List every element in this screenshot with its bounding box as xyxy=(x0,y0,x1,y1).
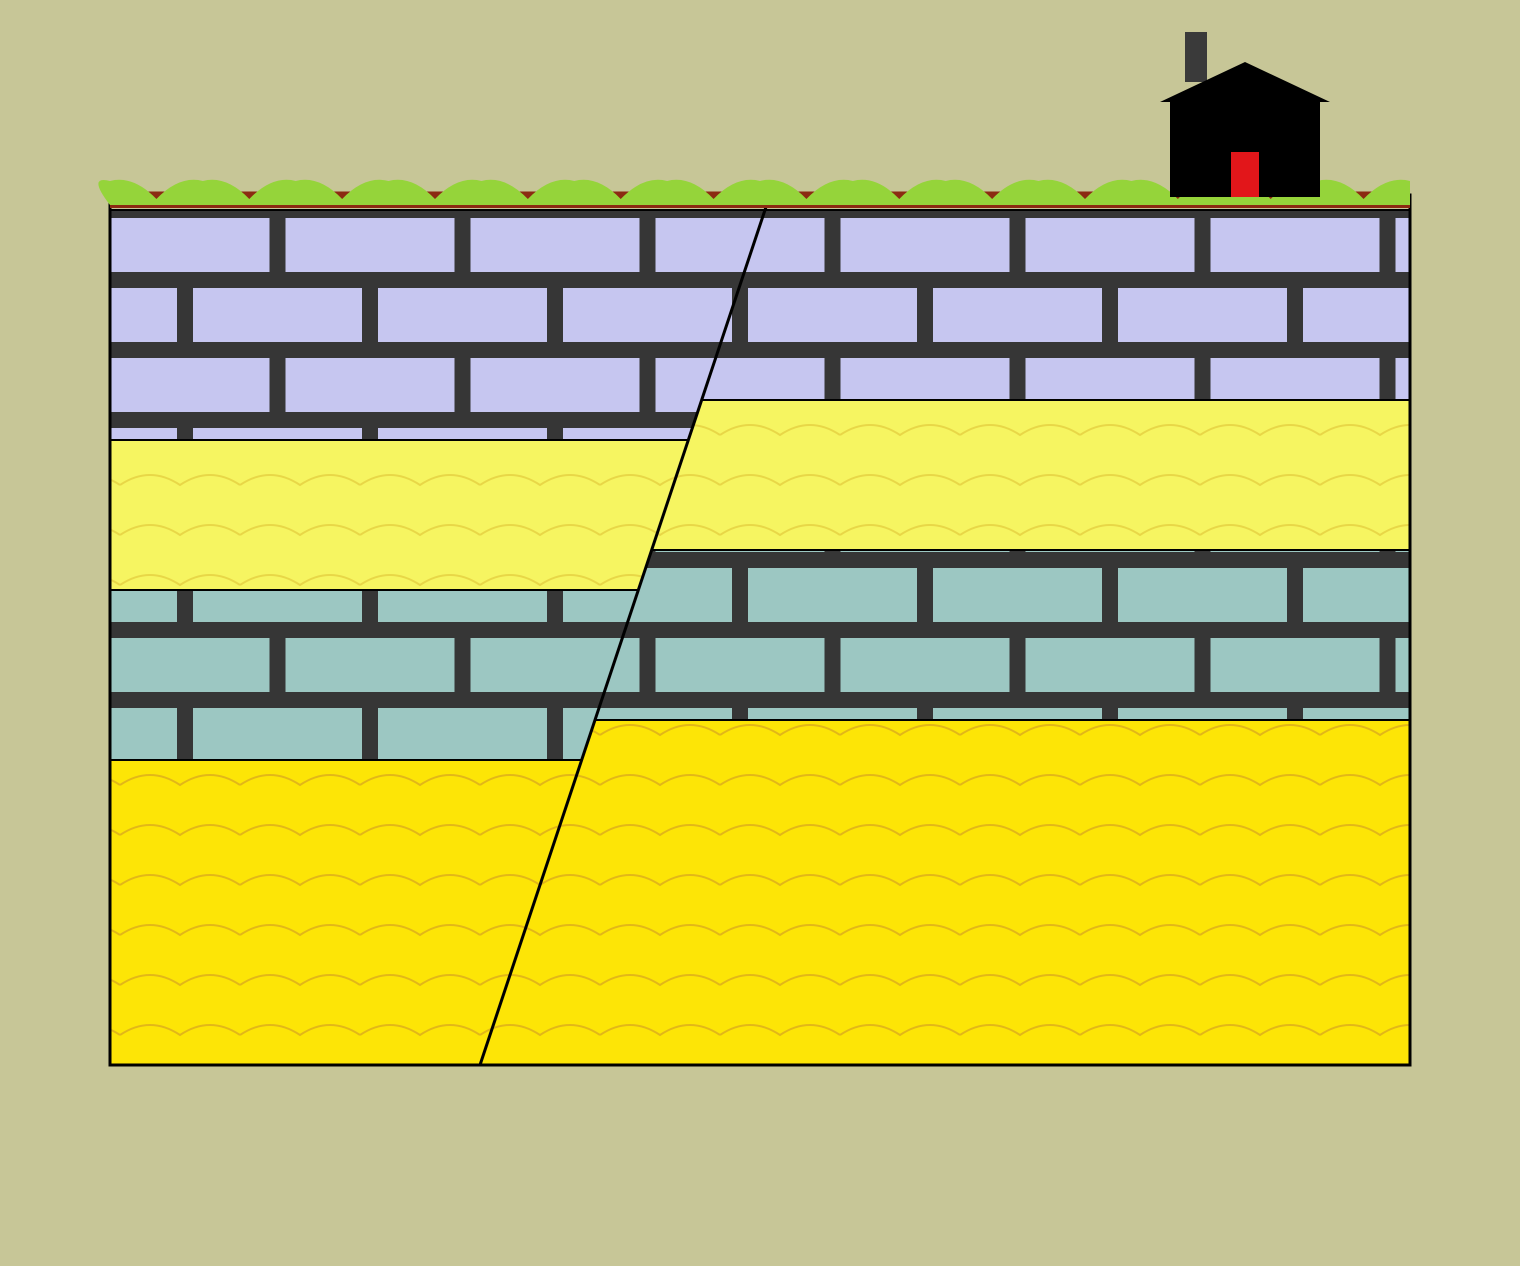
geology-cross-section xyxy=(0,0,1520,1266)
house-door xyxy=(1231,152,1259,197)
